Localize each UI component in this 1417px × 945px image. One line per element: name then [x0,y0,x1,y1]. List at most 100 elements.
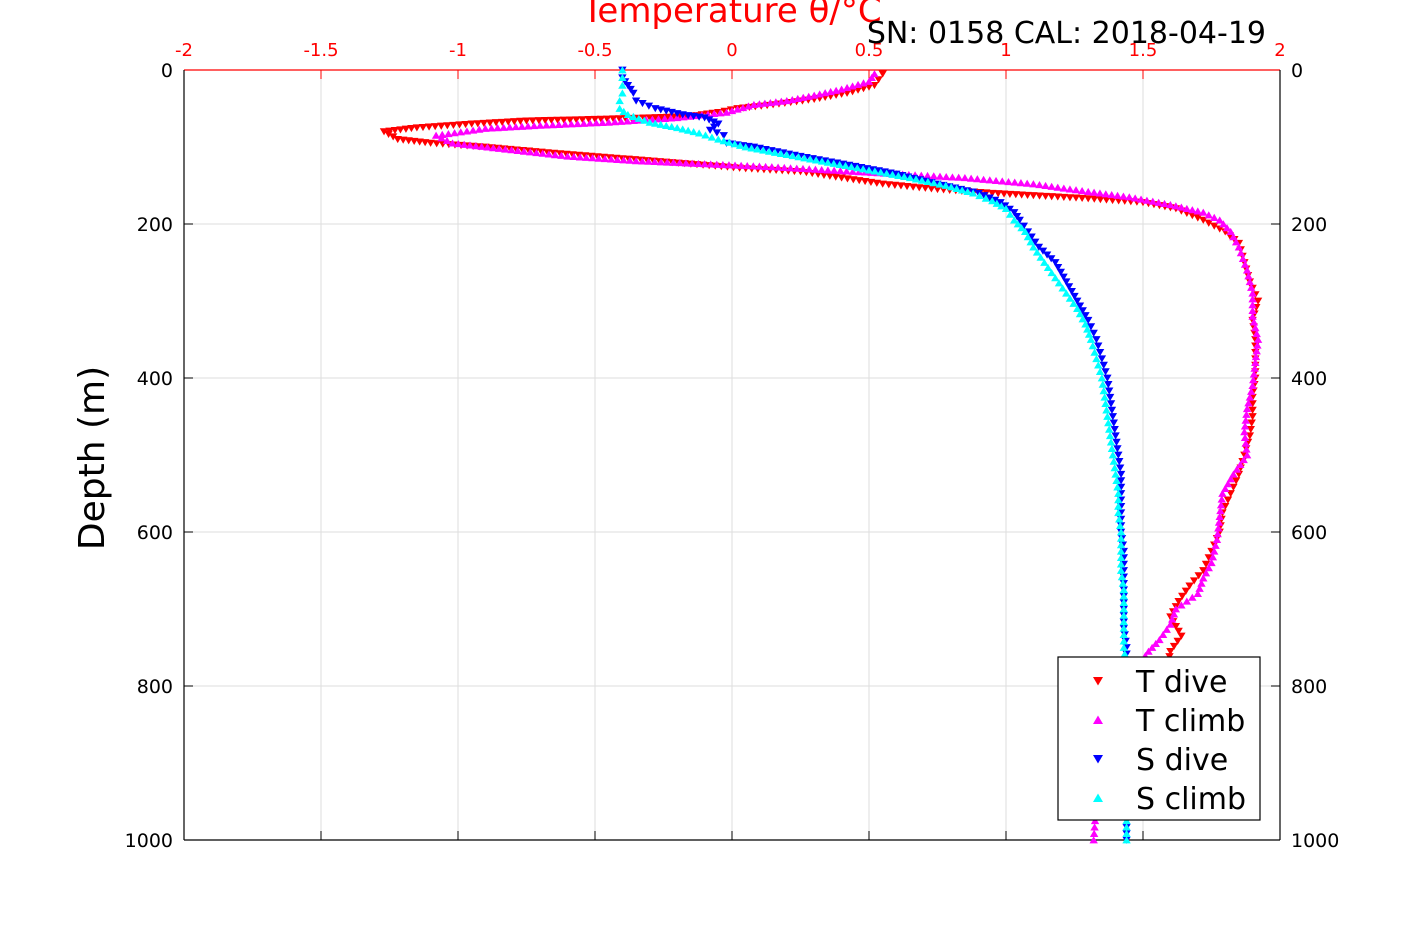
data-point [1251,353,1261,361]
data-point [908,183,918,191]
data-point [1112,438,1121,446]
data-point [1106,400,1116,408]
data-point [582,153,591,161]
data-point [749,162,758,170]
data-point [1109,419,1118,427]
data-point [631,97,641,105]
data-point [820,89,830,97]
data-point [1081,320,1090,328]
data-point [1016,179,1026,187]
data-point [1047,255,1056,263]
data-point [1178,592,1187,600]
data-point [585,119,595,127]
data-point [770,148,780,156]
data-point [724,161,734,169]
data-point [563,152,572,160]
data-point [1116,547,1126,555]
data-point [1092,354,1101,363]
data-point [1113,445,1122,453]
data-point [1226,475,1235,483]
y-tick-label-right: 800 [1291,676,1327,698]
data-point [1130,194,1140,202]
data-point [618,66,627,74]
data-point [1104,381,1113,389]
data-point [449,121,458,129]
data-point [1252,329,1261,338]
data-point [1248,413,1257,421]
data-point [1084,316,1093,325]
data-point [1084,330,1094,338]
data-point [616,117,626,125]
data-point [948,173,957,181]
data-point [1041,192,1050,200]
data-point [1073,297,1082,305]
data-point [669,158,678,166]
data-point [1054,279,1064,287]
data-point [927,185,936,193]
data-point [1144,647,1153,655]
data-point [1047,268,1056,277]
data-point [1113,191,1122,199]
data-point [872,179,882,187]
data-point [896,182,906,190]
data-point [766,98,775,107]
data-point [854,168,864,176]
data-point [432,140,441,148]
data-point [1077,194,1087,203]
data-point [1169,642,1179,650]
data-point [1107,444,1117,452]
data-point [468,126,478,134]
data-point [673,123,682,132]
data-point [996,199,1005,207]
data-point [1011,191,1020,199]
data-point [1116,477,1126,485]
data-point [725,138,734,146]
data-point [1077,187,1087,195]
data-point [1019,222,1029,230]
data-point [979,175,988,183]
data-point [590,115,600,124]
data-point [701,131,710,139]
data-point [1041,181,1050,190]
data-point [651,119,660,127]
data-point [1116,541,1126,549]
data-point [1099,387,1108,395]
data-point [817,157,827,165]
data-point [600,154,610,163]
data-point [1218,489,1227,497]
data-point [519,147,529,155]
data-point [618,89,627,97]
data-point [1241,439,1250,447]
data-point [1119,605,1129,613]
data-point [764,147,774,155]
data-point [1199,216,1208,224]
data-point [1248,400,1257,408]
data-point [1114,489,1123,497]
data-point [788,152,797,160]
data-point [874,76,883,84]
data-point [1051,259,1060,267]
data-point [554,120,564,128]
data-point [716,109,725,117]
data-point [1069,299,1078,307]
data-point [1222,224,1232,232]
data-point [1216,507,1225,515]
data-point [532,148,541,157]
data-point [985,194,994,202]
data-point [462,127,472,135]
data-point [884,181,893,189]
data-point [594,154,603,162]
data-point [811,156,821,164]
data-point [588,154,597,162]
data-point [1213,530,1222,538]
data-point [615,97,624,105]
data-point [1194,572,1203,580]
data-point [1162,625,1171,633]
data-point [1119,598,1129,606]
data-point [1027,233,1036,241]
data-point [660,114,669,122]
data-point [1103,412,1112,420]
data-point [1122,829,1131,837]
data-point [1221,484,1230,493]
data-point [1062,289,1071,297]
